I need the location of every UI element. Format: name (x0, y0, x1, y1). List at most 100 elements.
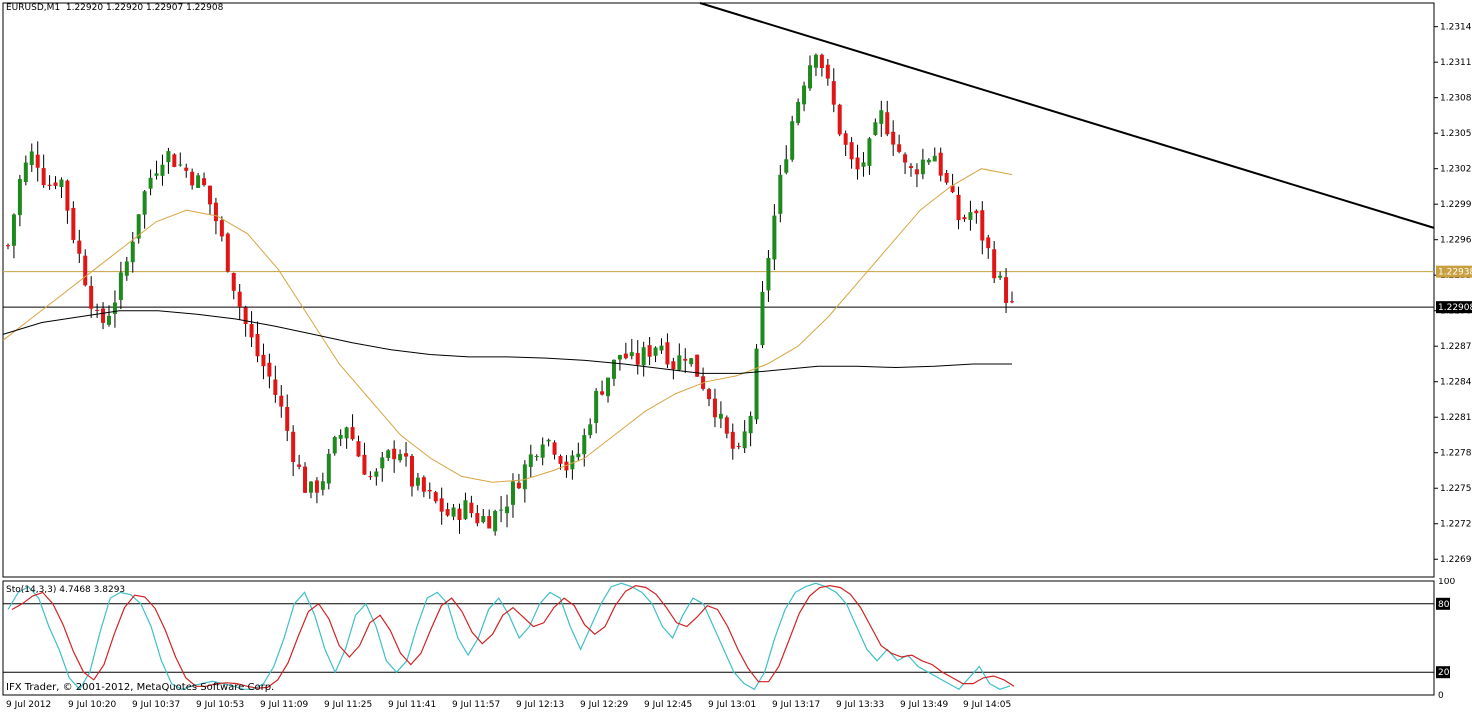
y-tick-label: 1.23025 (1440, 165, 1472, 175)
candle-down (279, 395, 284, 407)
sto-level-tag (1436, 597, 1450, 610)
candle-up (23, 162, 28, 183)
sto-main-line (7, 582, 1011, 691)
candle-down (190, 171, 195, 186)
candle-up (570, 455, 575, 470)
ohlc-readout: 1.22920 1.22920 1.22907 1.22908 (65, 3, 224, 13)
candle-down (392, 448, 397, 460)
candle-up (772, 215, 777, 260)
candle-up (112, 302, 117, 314)
candle-down (249, 324, 254, 338)
candle-up (653, 347, 658, 356)
candle-up (802, 85, 807, 105)
x-tick-label: 9 Jul 10:37 (132, 700, 181, 710)
candle-up (748, 415, 753, 434)
candle-down (695, 354, 700, 377)
x-tick-label: 9 Jul 11:09 (260, 700, 309, 710)
candle-up (338, 434, 343, 439)
y-tick-label: 1.22845 (1440, 378, 1472, 388)
candle-down (552, 442, 557, 455)
candle-down (671, 361, 676, 370)
y-tick-label: 1.22965 (1440, 236, 1472, 246)
candle-down (427, 489, 432, 492)
candle-down (95, 309, 100, 311)
x-tick-label: 9 Jul 12:45 (644, 700, 693, 710)
candle-up (576, 453, 581, 458)
y-tick-label: 1.23055 (1440, 129, 1472, 139)
candle-down (712, 398, 717, 418)
candle-up (606, 377, 611, 397)
y-tick-label: 1.22695 (1440, 555, 1472, 565)
time-axis: 9 Jul 2012 9 Jul 10:20 9 Jul 10:37 9 Jul 10… (0, 698, 1472, 714)
sto-tick-label: 80 (1438, 600, 1450, 610)
candle-up (344, 427, 349, 439)
x-tick-label: 9 Jul 2012 (6, 700, 52, 710)
trend-line (699, 2, 1435, 229)
candle-up (160, 164, 165, 176)
sto-tick-label: 0 (1438, 691, 1444, 698)
candle-down (291, 431, 296, 463)
x-tick-label: 9 Jul 14:05 (963, 700, 1012, 710)
y-tick-label: 1.22725 (1440, 520, 1472, 530)
sto-main-value: 4.7468 (59, 585, 91, 595)
candle-down (172, 154, 177, 167)
candle-down (255, 334, 260, 357)
candle-up (130, 241, 135, 263)
candle-up (320, 481, 325, 490)
candle-down (707, 389, 712, 400)
candle-down (404, 453, 409, 457)
candle-down (992, 249, 997, 279)
candle-up (148, 177, 153, 189)
candle-down (950, 185, 955, 193)
candle-down (267, 362, 272, 377)
candle-up (166, 151, 171, 163)
candle-up (415, 477, 420, 486)
candle-up (920, 159, 925, 175)
candle-down (368, 476, 373, 478)
candle-down (457, 508, 462, 520)
candle-up (873, 122, 878, 135)
sto-level-tag (1436, 666, 1450, 679)
sto-tick-label: 100 (1438, 578, 1455, 587)
candle-down (736, 445, 741, 447)
candle-up (754, 348, 759, 420)
y-tick-label: 1.23145 (1440, 23, 1472, 33)
candle-down (914, 169, 919, 175)
candle-up (617, 355, 622, 360)
x-tick-label: 9 Jul 10:20 (68, 700, 117, 710)
candle-up (59, 179, 64, 188)
y-tick-label: 1.22995 (1440, 200, 1472, 210)
candle-down (956, 194, 961, 221)
candle-up (118, 272, 123, 300)
x-tick-label: 9 Jul 13:49 (900, 700, 949, 710)
x-tick-label: 9 Jul 12:13 (516, 700, 565, 710)
candle-up (611, 359, 616, 379)
candle-down (843, 133, 848, 145)
candle-down (273, 379, 278, 395)
candle-down (409, 455, 414, 487)
ma-fast-line (2, 168, 1013, 483)
candle-down (261, 354, 266, 367)
x-tick-label: 9 Jul 13:33 (836, 700, 885, 710)
candle-down (469, 502, 474, 514)
candle-down (439, 498, 444, 512)
candle-down (421, 477, 426, 492)
candle-down (243, 307, 248, 325)
candle-up (926, 159, 931, 163)
x-tick-label: 9 Jul 13:17 (772, 700, 821, 710)
candle-down (231, 272, 236, 291)
candle-up (106, 315, 111, 325)
candle-up (522, 464, 527, 490)
candle-up (380, 457, 385, 469)
x-tick-label: 9 Jul 11:41 (388, 700, 437, 710)
sto-tick-label: 20 (1438, 668, 1450, 678)
candle-down (897, 144, 902, 152)
candle-up (861, 162, 866, 167)
candle-down (41, 168, 46, 186)
candle-up (326, 453, 331, 484)
candle-down (475, 513, 480, 524)
candle-up (808, 65, 813, 89)
candle-up (588, 424, 593, 436)
candle-up (374, 471, 379, 477)
x-tick-label: 9 Jul 10:53 (196, 700, 245, 710)
